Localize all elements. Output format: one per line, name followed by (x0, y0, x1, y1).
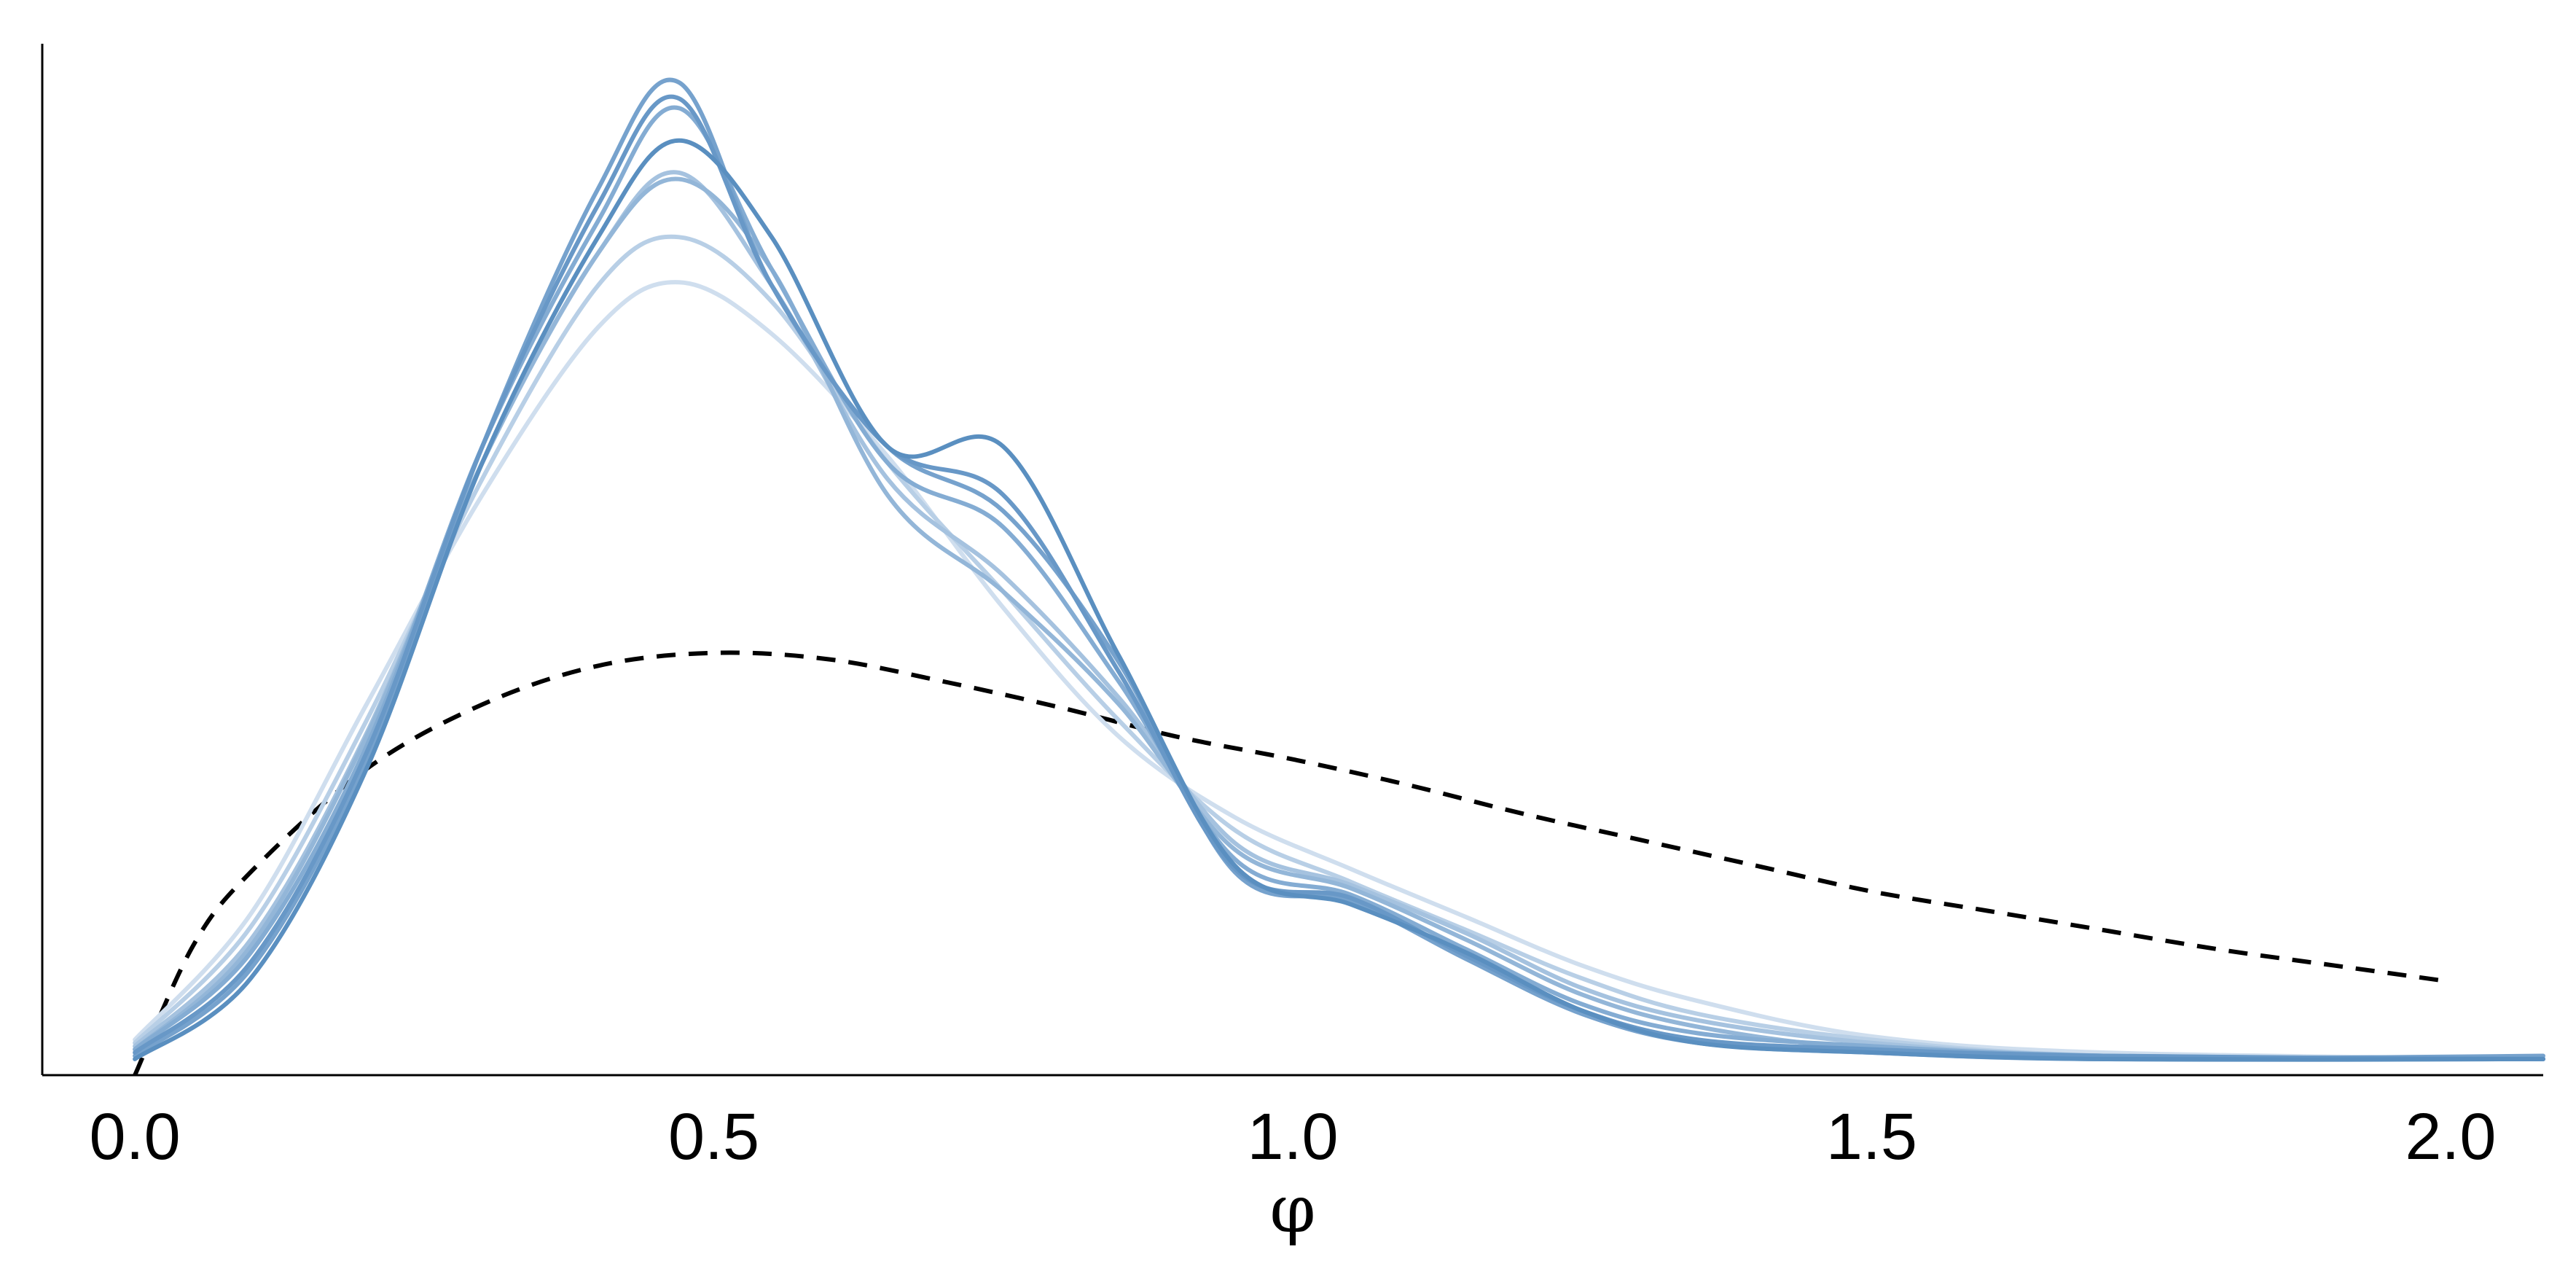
x-tick-label: 1.0 (1247, 1101, 1338, 1174)
posterior-density-line-1 (133, 138, 2545, 1062)
x-axis-title: φ (1269, 1171, 1315, 1248)
series-layer (133, 77, 2545, 1077)
posterior-density-line-3 (133, 77, 2545, 1061)
x-tick-label: 1.5 (1826, 1101, 1917, 1174)
x-tick-label: 0.5 (668, 1101, 759, 1174)
posterior-density-line-6 (133, 170, 2545, 1061)
posterior-density-line-4 (133, 105, 2545, 1061)
posterior-density-line-7 (133, 234, 2545, 1061)
x-tick-labels: 0.0 0.5 1.0 1.5 2.0 (90, 1101, 2497, 1174)
x-tick-label: 2.0 (2405, 1101, 2496, 1174)
x-tick-label: 0.0 (90, 1101, 181, 1174)
prior-density-line (133, 650, 2451, 1077)
posterior-density-line-5 (133, 176, 2545, 1062)
posterior-density-line-2 (133, 94, 2545, 1061)
